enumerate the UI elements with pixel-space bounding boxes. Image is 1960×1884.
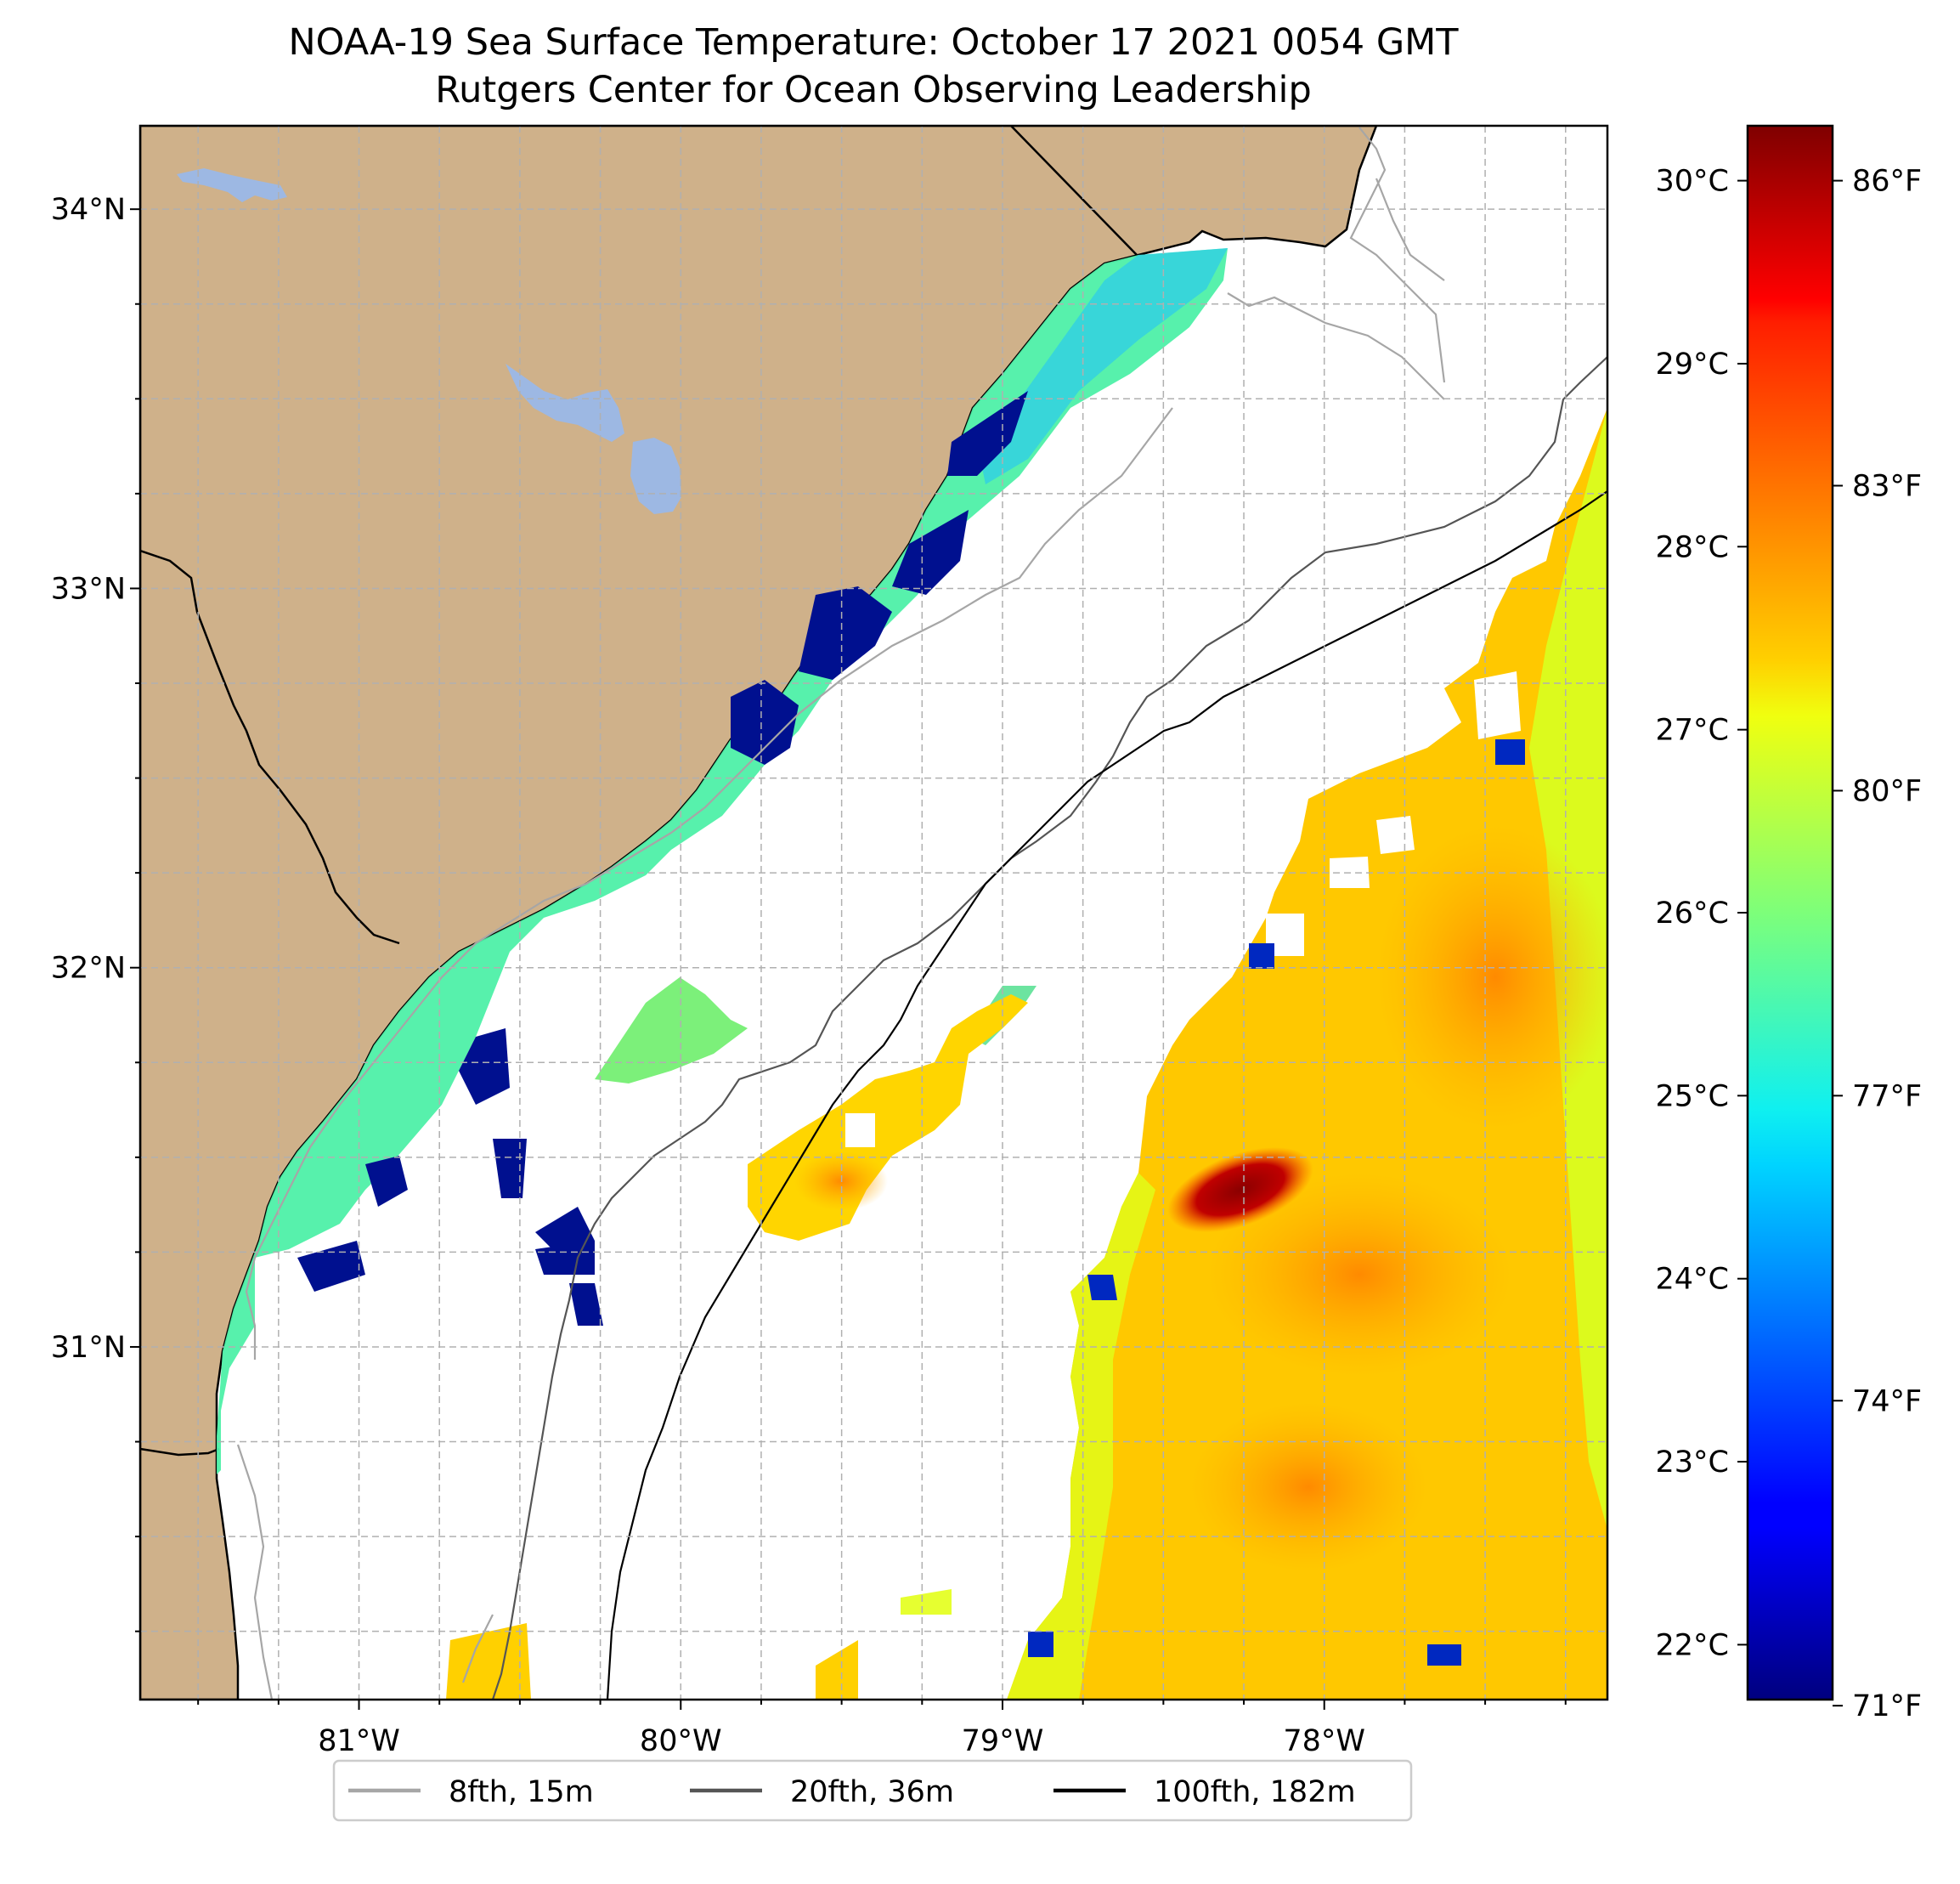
legend-label-36m: 20fth, 36m (790, 1775, 954, 1809)
lon-tick-label: 80°W (640, 1724, 722, 1758)
lake (506, 364, 624, 442)
sst-gulf-stream (1007, 408, 1607, 1700)
map-gridlines (140, 126, 1607, 1700)
colorbar-gradient (1746, 124, 1834, 1701)
cloud-gap (845, 1113, 875, 1147)
cloud-gap (1474, 671, 1521, 739)
colorbar-fahrenheit-label: 74°F (1852, 1384, 1922, 1418)
sst-nearshore-cyan (977, 248, 1228, 484)
colorbar-fahrenheit-label: 80°F (1852, 774, 1922, 808)
colorbar-celsius-label: 29°C (1656, 348, 1729, 382)
legend-frame (332, 1759, 1413, 1822)
colorbar-celsius-label: 26°C (1656, 897, 1729, 931)
isobath-15m (236, 127, 1446, 1700)
colorbar-celsius-label: 27°C (1656, 714, 1729, 748)
sst-patch (446, 1623, 531, 1700)
cloud-gap (1376, 816, 1415, 854)
sst-cold-spots (1028, 739, 1525, 1666)
colorbar-fahrenheit-label: 77°F (1852, 1079, 1922, 1113)
colorbar-celsius-label: 23°C (1656, 1446, 1729, 1479)
lat-tick-label: 34°N (51, 193, 126, 227)
state-border (1010, 126, 1138, 256)
state-border (140, 549, 400, 945)
cloud-gap (1266, 914, 1304, 956)
colorbar-fahrenheit-axis: 86°F 83°F 80°F 77°F 74°F 71°F (1833, 165, 1922, 1723)
chart-subtitle: Rutgers Center for Ocean Observing Leade… (435, 69, 1312, 111)
sst-hotspot (1167, 1146, 1313, 1233)
sst-filament (595, 977, 748, 1083)
colorbar-fahrenheit-label: 71°F (1852, 1689, 1922, 1723)
colorbar-celsius-label: 22°C (1656, 1628, 1729, 1662)
colorbar: 30°C 29°C 28°C 27°C 26°C 25°C 24°C 23°C 22°C 86°… (1656, 124, 1922, 1723)
sst-patch (816, 1640, 858, 1700)
colorbar-celsius-label: 25°C (1656, 1079, 1729, 1113)
colorbar-fahrenheit-label: 83°F (1852, 470, 1922, 504)
colorbar-celsius-axis: 30°C 29°C 28°C 27°C 26°C 25°C 24°C 23°C 22°C (1656, 165, 1748, 1662)
sst-gulf-stream-edge (1007, 1173, 1155, 1700)
sst-cold-patches (297, 391, 1028, 1326)
legend: 8fth, 15m 20fth, 36m 100fth, 182m (332, 1759, 1413, 1822)
lat-tick-label: 33°N (51, 572, 126, 606)
isobath-36m (491, 356, 1607, 1700)
latitude-axis: 31°N 32°N 33°N 34°N (51, 193, 140, 1632)
lon-tick-label: 81°W (318, 1724, 400, 1758)
colorbar-celsius-label: 28°C (1656, 530, 1729, 564)
longitude-axis: 81°W 80°W 79°W 78°W (197, 1700, 1567, 1758)
lake (630, 438, 681, 514)
lon-tick-label: 78°W (1283, 1724, 1365, 1758)
sst-warm-core (1189, 1402, 1427, 1572)
lat-tick-label: 32°N (51, 952, 126, 986)
state-border (140, 1447, 220, 1457)
sst-patch (901, 1589, 952, 1615)
chart-title: NOAA-19 Sea Surface Temperature: October… (288, 21, 1459, 64)
map-panel (140, 126, 1607, 1700)
colorbar-celsius-label: 24°C (1656, 1263, 1729, 1297)
lake (177, 168, 287, 202)
sst-filament (535, 1207, 595, 1258)
lon-tick-label: 79°W (962, 1724, 1044, 1758)
colorbar-celsius-label: 30°C (1656, 165, 1729, 199)
legend-label-15m: 8fth, 15m (449, 1775, 594, 1809)
sst-warm-core (1206, 1173, 1512, 1377)
map-frame (138, 124, 1609, 1701)
isobath-182m (606, 490, 1607, 1700)
sst-nearshore-band (217, 248, 1228, 1474)
lat-tick-label: 31°N (51, 1331, 126, 1365)
sst-warm-core (1376, 824, 1607, 1130)
legend-label-182m: 100fth, 182m (1154, 1775, 1356, 1809)
colorbar-fahrenheit-label: 86°F (1852, 165, 1922, 199)
